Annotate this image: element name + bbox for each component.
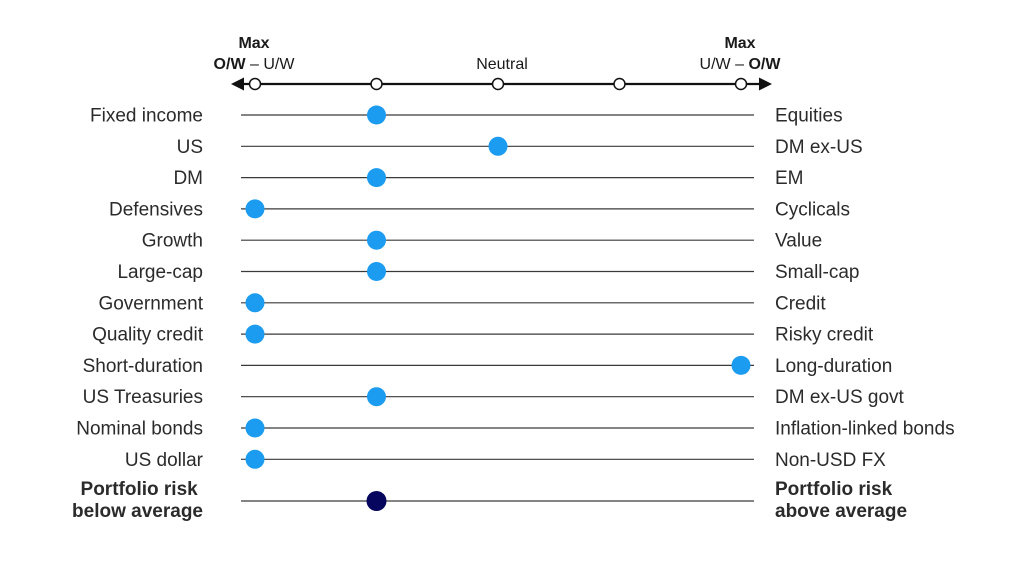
row-11: US dollar Non-USD FX [125,449,886,471]
summary-dot [366,491,387,511]
row-left-label: Government [98,293,203,314]
row-right-label: EM [775,168,804,189]
left-header-sub: O/W – U/W [214,56,296,73]
axis-arrow-right-icon [759,77,772,91]
right-header-sub: U/W – O/W [700,56,782,73]
row-dot [245,449,265,469]
right-header-max: Max [724,35,755,52]
row-right-label: Inflation-linked bonds [775,419,955,440]
summary-right-label: Portfolio risk above average [775,479,907,522]
row-left-label: Nominal bonds [76,419,203,440]
row-4: Growth Value [142,230,822,252]
row-right-label: Credit [775,293,826,314]
left-header-uw: – U/W [246,56,296,73]
summary-row: Portfolio risk below average Portfolio r… [72,479,907,522]
row-10: Nominal bonds Inflation-linked bonds [76,418,955,440]
row-right-label: Risky credit [775,325,874,346]
row-dot [367,262,386,281]
row-dot [731,355,751,375]
row-dot [245,293,265,313]
row-2: DM EM [173,168,804,189]
row-left-label: DM [173,168,203,189]
row-dot [367,387,386,407]
row-right-label: DM ex-US govt [775,387,905,408]
row-dot [367,168,386,188]
row-left-label: Growth [142,231,203,252]
left-header-ow: O/W [214,56,247,73]
row-right-label: Equities [775,106,843,127]
row-5: Large-cap Small-cap [117,262,859,283]
right-header-uw: U/W – [700,56,749,73]
summary-right-line2: above average [775,501,907,522]
row-dot [245,324,265,344]
row-right-label: Cyclicals [775,199,850,220]
rows: Fixed income Equities US DM ex-US DM EM Defens… [76,105,955,471]
row-dot [367,105,386,125]
row-right-label: Long-duration [775,356,892,377]
row-0: Fixed income Equities [90,105,843,127]
row-left-label: Short-duration [83,356,203,377]
row-left-label: Defensives [109,199,203,220]
summary-left-label: Portfolio risk below average [72,479,203,522]
row-left-label: Quality credit [92,325,204,346]
summary-left-line1: Portfolio risk [81,479,199,500]
row-left-label: Fixed income [90,106,203,127]
summary-left-line2: below average [72,501,203,522]
row-3: Defensives Cyclicals [109,199,850,220]
row-dot [245,199,265,219]
row-8: Short-duration Long-duration [83,355,892,377]
row-left-label: US Treasuries [83,387,203,408]
row-left-label: US [177,137,203,158]
axis-tick-4 [734,77,748,91]
axis-arrow-left-icon [231,77,244,91]
row-right-label: Non-USD FX [775,450,886,471]
row-left-label: Large-cap [117,262,203,283]
axis-tick-3 [613,77,626,91]
axis-tick-1 [370,77,383,91]
scale-axis [231,77,772,91]
row-right-label: DM ex-US [775,137,863,158]
right-header-ow: O/W [748,56,781,73]
row-left-label: US dollar [125,450,204,471]
row-right-label: Value [775,231,822,252]
left-header-max: Max [238,35,269,52]
row-dot [367,230,386,250]
summary-right-line1: Portfolio risk [775,479,893,500]
neutral-header: Neutral [476,56,528,73]
row-9: US Treasuries DM ex-US govt [83,387,905,408]
row-7: Quality credit Risky credit [92,324,874,346]
row-dot [488,136,508,156]
row-6: Government Credit [98,293,826,314]
axis-tick-2 [491,77,505,91]
row-dot [245,418,265,438]
row-right-label: Small-cap [775,262,859,283]
row-1: US DM ex-US [177,136,863,158]
axis-tick-0 [248,77,262,91]
